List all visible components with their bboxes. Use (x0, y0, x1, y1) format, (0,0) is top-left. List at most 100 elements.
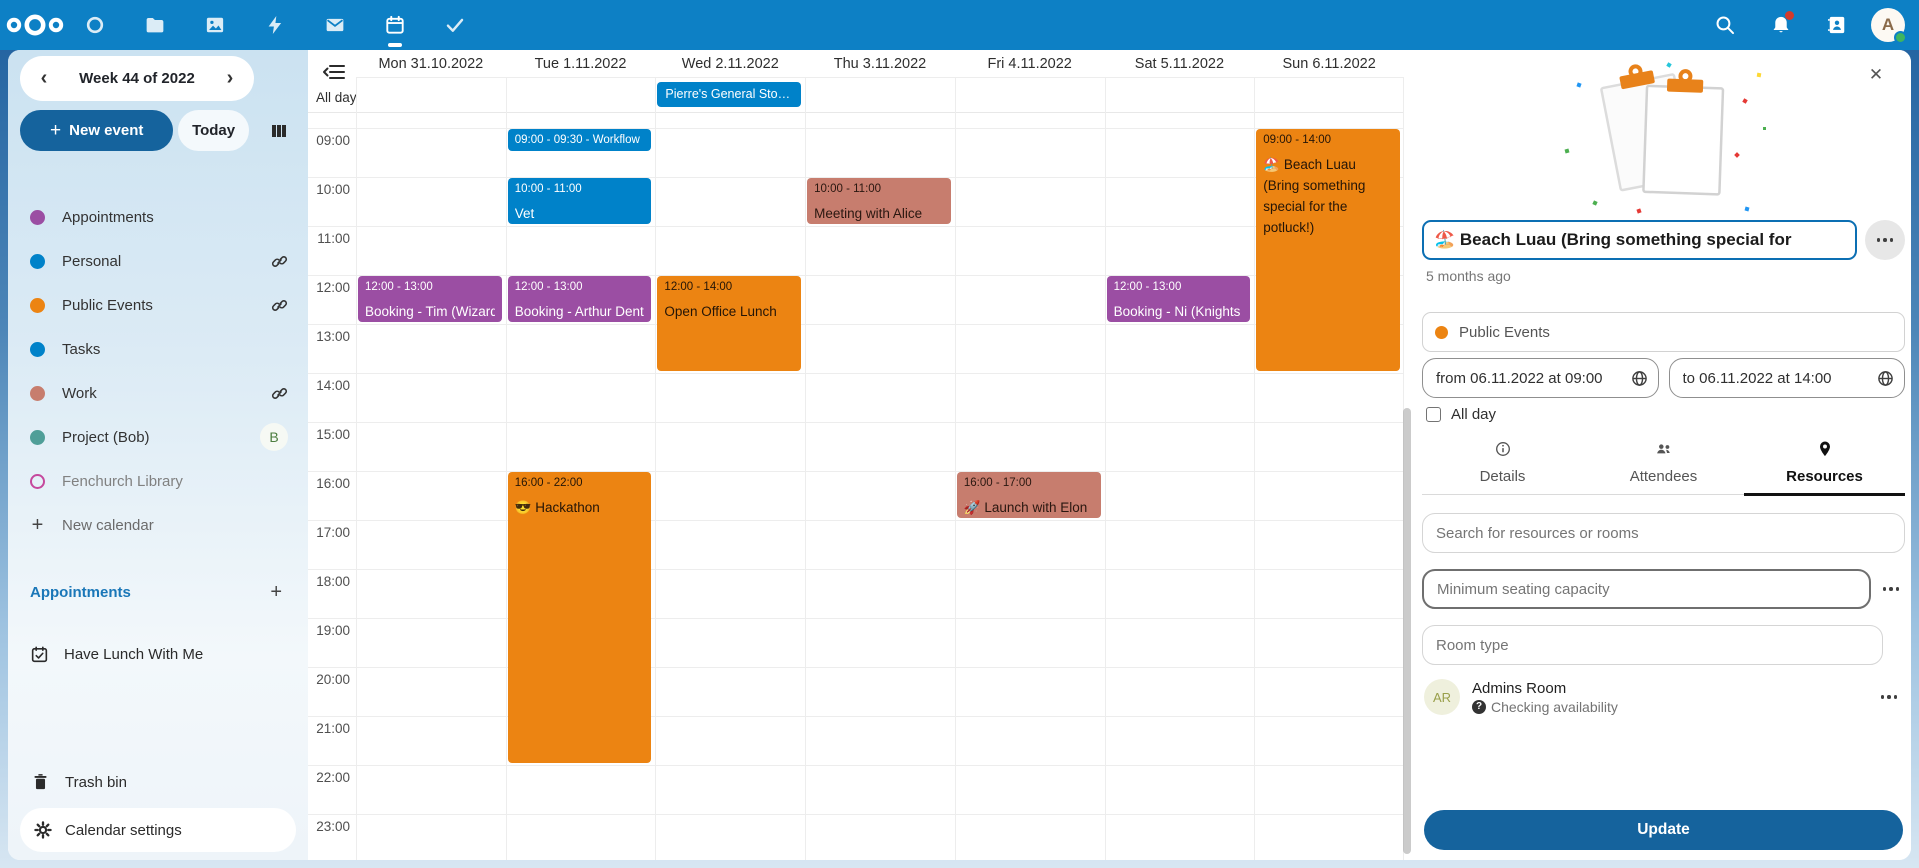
calendar-event[interactable]: 12:00 - 13:00 Booking - Ni (Knights (1106, 276, 1251, 322)
calendar-event[interactable]: 12:00 - 13:00 Booking - Tim (Wizard) (358, 276, 502, 322)
hour-label: 10:00 (316, 182, 350, 197)
trash-bin-item[interactable]: Trash bin (20, 760, 296, 804)
calendar-event[interactable]: 09:00 - 14:00 🏖️ Beach Luau (Bring someth… (1256, 129, 1400, 371)
seating-capacity-input[interactable] (1422, 569, 1871, 609)
day-header: Thu 3.11.2022 (833, 56, 927, 72)
resource-actions-menu-button[interactable] (1875, 689, 1904, 705)
calendar-event[interactable]: 12:00 - 14:00 Open Office Lunch (657, 276, 802, 371)
day-header: Wed 2.11.2022 (681, 56, 779, 72)
app-icon-photos[interactable] (190, 0, 240, 50)
collapse-sidebar-icon[interactable] (322, 62, 348, 84)
app-icon-mail[interactable] (310, 0, 360, 50)
calendar-sidebar: ‹ Week 44 of 2022 › + New event Today Ap… (8, 50, 308, 860)
calendar-check-icon (31, 645, 48, 662)
all-day-label: All day (316, 90, 357, 105)
column-divider (655, 77, 657, 860)
update-button[interactable]: Update (1424, 810, 1903, 850)
plus-icon: + (50, 119, 62, 141)
calendar-event[interactable]: 10:00 - 11:00 Meeting with Alice (807, 178, 951, 224)
day-header: Sat 5.11.2022 (1134, 56, 1225, 72)
calendar-event[interactable]: 16:00 - 22:00 😎 Hackathon (507, 472, 652, 763)
close-icon[interactable]: ✕ (1868, 65, 1884, 84)
hour-line (308, 471, 1404, 472)
event-time: 16:00 - 17:00 (963, 477, 1032, 489)
app-icon-tasks[interactable] (430, 0, 480, 50)
calendar-event[interactable]: 12:00 - 13:00 Booking - Arthur Dent (507, 276, 652, 322)
sidebar-calendar-work[interactable]: Work (20, 371, 296, 415)
new-calendar-button[interactable]: + New calendar (31, 513, 154, 536)
app-icon-activity[interactable] (250, 0, 300, 50)
info-icon (1494, 440, 1512, 463)
all-day-checkbox[interactable] (1426, 406, 1441, 422)
sidebar-calendar-project-bob-[interactable]: Project (Bob) B (20, 415, 296, 459)
tab-attendees[interactable]: Attendees (1583, 436, 1744, 494)
hour-line (308, 128, 1404, 129)
app-icon-dashboard[interactable] (70, 0, 120, 50)
sidebar-calendar-public-events[interactable]: Public Events (20, 283, 296, 327)
week-view-columns-icon[interactable] (263, 114, 296, 148)
hour-label: 13:00 (316, 329, 350, 344)
column-divider (505, 77, 507, 860)
appointment-config-item[interactable]: Have Lunch With Me (20, 632, 296, 676)
hour-line (308, 765, 1404, 766)
app-icon-calendar[interactable] (370, 0, 420, 50)
calendar-event[interactable]: 10:00 - 11:00 Vet (507, 178, 652, 224)
allday-event-chip[interactable]: Pierre's General Stor… (657, 82, 802, 107)
calendar-settings-button[interactable]: Calendar settings (20, 808, 296, 852)
event-illustration (1422, 58, 1905, 218)
app-icon-files[interactable] (130, 0, 180, 50)
resource-search-input[interactable] (1422, 513, 1905, 553)
end-datetime-field[interactable]: to 06.11.2022 at 14:00 (1668, 358, 1905, 398)
hour-label: 23:00 (316, 819, 350, 834)
nextcloud-logo[interactable] (0, 12, 70, 38)
attendees-icon (1654, 440, 1674, 463)
event-actions-menu-button[interactable] (1865, 220, 1905, 260)
shared-link-icon[interactable] (271, 385, 288, 402)
calendar-event[interactable]: 16:00 - 17:00 🚀 Launch with Elon (956, 472, 1101, 518)
calendar-label: Fenchurch Library (62, 472, 183, 490)
top-bar: A (0, 0, 1919, 50)
hour-line (308, 373, 1404, 374)
new-event-button[interactable]: + New event (20, 110, 174, 151)
calendar-scrollbar[interactable] (1403, 408, 1411, 854)
shared-link-icon[interactable] (271, 297, 288, 314)
calendar-color-dot (30, 297, 45, 313)
sidebar-calendar-appointments[interactable]: Appointments (20, 195, 296, 239)
shared-link-icon (271, 387, 288, 399)
column-divider (805, 77, 807, 860)
timezone-globe-icon[interactable] (1877, 370, 1894, 387)
allday-divider (308, 112, 1404, 113)
calendar-color-dot (30, 341, 45, 357)
sidebar-calendar-personal[interactable]: Personal (20, 239, 296, 283)
event-title-input[interactable]: 🏖️ Beach Luau (Bring something special f… (1422, 220, 1857, 260)
calendar-color-dot (1435, 325, 1448, 339)
hour-line (308, 226, 1404, 227)
hour-line (308, 716, 1404, 717)
tab-resources[interactable]: Resources (1744, 436, 1905, 496)
sidebar-calendar-tasks[interactable]: Tasks (20, 327, 296, 371)
previous-week-button[interactable]: ‹ (26, 61, 62, 97)
user-avatar[interactable]: A (1871, 8, 1907, 44)
resource-list-item[interactable]: AR Admins Room ? Checking availability (1422, 679, 1905, 715)
add-appointment-config-button[interactable]: + (270, 580, 282, 603)
next-week-button[interactable]: › (212, 61, 248, 97)
today-button[interactable]: Today (178, 110, 249, 151)
week-title: Week 44 of 2022 (79, 70, 195, 87)
hour-label: 11:00 (317, 231, 350, 246)
column-divider (1254, 77, 1256, 860)
calendar-event[interactable]: 09:00 - 09:30 - Workflow (507, 129, 652, 151)
room-type-input[interactable] (1422, 625, 1883, 665)
calendar-picker-select[interactable]: Public Events (1422, 312, 1905, 352)
location-icon (1817, 440, 1833, 463)
contacts-menu-icon[interactable] (1815, 3, 1859, 47)
shared-link-icon[interactable] (271, 253, 288, 270)
sidebar-calendar-fenchurch-library[interactable]: Fenchurch Library (20, 459, 296, 503)
seating-options-menu-button[interactable] (1877, 581, 1906, 597)
start-datetime-field[interactable]: from 06.11.2022 at 09:00 (1422, 358, 1659, 398)
notifications-bell-icon[interactable] (1759, 3, 1803, 47)
search-icon[interactable] (1703, 3, 1747, 47)
timezone-globe-icon[interactable] (1631, 370, 1648, 387)
tab-details[interactable]: Details (1422, 436, 1583, 494)
event-title: Booking - Tim (Wizard) (365, 304, 495, 319)
event-title: 😎 Hackathon (514, 500, 600, 515)
